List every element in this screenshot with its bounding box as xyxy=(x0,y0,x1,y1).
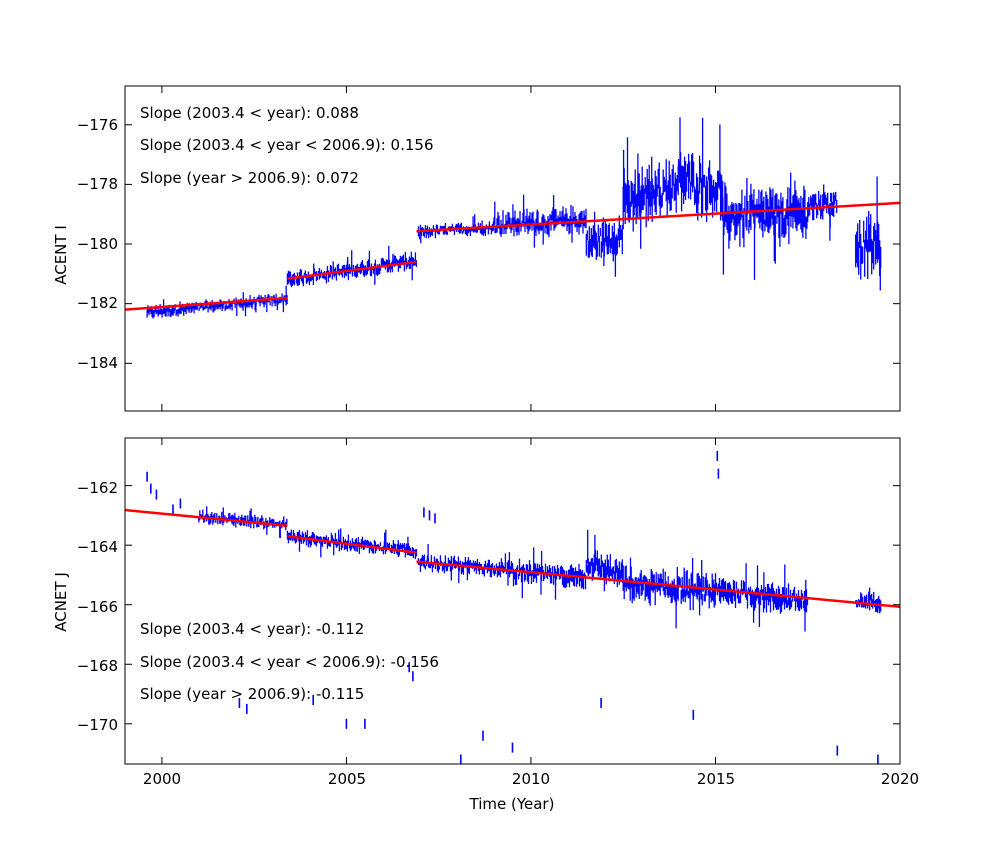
acent-i-fit-line xyxy=(416,201,901,233)
acent-i-slope-annotation: Slope (2003.4 < year < 2006.9): 0.156 xyxy=(140,136,434,154)
acent-i-fit-line xyxy=(287,260,417,280)
acent-i-plot-frame xyxy=(124,85,901,412)
acnet-j-slope-annotation: Slope (2003.4 < year < 2006.9): -0.156 xyxy=(140,653,439,671)
acnet-j-ytick-label: −168 xyxy=(77,657,118,675)
acent-i-slope-annotation: Slope (2003.4 < year): 0.088 xyxy=(140,104,359,122)
x-axis-label: Time (Year) xyxy=(469,795,555,813)
acnet-j-ytick-label: −166 xyxy=(77,598,118,616)
acent-i-fit-lines xyxy=(124,201,901,311)
acnet-j-fit-line xyxy=(416,560,901,609)
acent-i-ytick-label: −180 xyxy=(77,235,118,253)
acnet-j-ticks xyxy=(125,438,901,764)
acent-i-ytick-label: −182 xyxy=(77,294,118,312)
acnet-j-panel: −170 −168 −166 −164 −162 2000 2005 2010 … xyxy=(52,437,919,813)
acnet-j-xtick-labels: 2000 2005 2010 2015 2020 xyxy=(143,770,919,788)
acent-i-ytick-label: −176 xyxy=(77,116,118,134)
acnet-j-ytick-label: −162 xyxy=(77,479,118,497)
acnet-j-y-axis-label: ACNET J xyxy=(52,572,70,632)
acnet-j-ytick-label: −164 xyxy=(77,538,118,556)
acnet-j-slope-annotation: Slope (2003.4 < year): -0.112 xyxy=(140,620,364,638)
acent-i-ytick-labels: −184 −182 −180 −178 −176 xyxy=(77,116,118,372)
acnet-j-slope-annotation: Slope (year > 2006.9): -0.115 xyxy=(140,685,364,703)
acnet-j-fit-line xyxy=(287,534,417,554)
acent-i-y-axis-label: ACENT I xyxy=(52,225,70,285)
acnet-j-xtick-label: 2015 xyxy=(697,770,735,788)
acent-i-slope-annotation: Slope (year > 2006.9): 0.072 xyxy=(140,169,359,187)
acent-i-fit-line xyxy=(124,296,288,311)
acnet-j-fit-lines xyxy=(124,508,901,609)
acent-i-ytick-label: −178 xyxy=(77,175,118,193)
acent-i-ticks xyxy=(125,86,901,411)
acnet-j-xtick-label: 2010 xyxy=(512,770,550,788)
acnet-j-ytick-label: −170 xyxy=(77,716,118,734)
acent-i-panel: −184 −182 −180 −178 −176 ACENT I Slope (… xyxy=(52,85,901,412)
acnet-j-xtick-label: 2005 xyxy=(328,770,366,788)
acnet-j-xtick-label: 2020 xyxy=(881,770,919,788)
acnet-j-fit-line xyxy=(124,508,288,528)
acnet-j-ytick-labels: −170 −168 −166 −164 −162 xyxy=(77,479,118,734)
acent-i-ytick-label: −184 xyxy=(77,354,118,372)
acnet-j-xtick-label: 2000 xyxy=(143,770,181,788)
acnet-j-plot-frame xyxy=(124,437,901,765)
